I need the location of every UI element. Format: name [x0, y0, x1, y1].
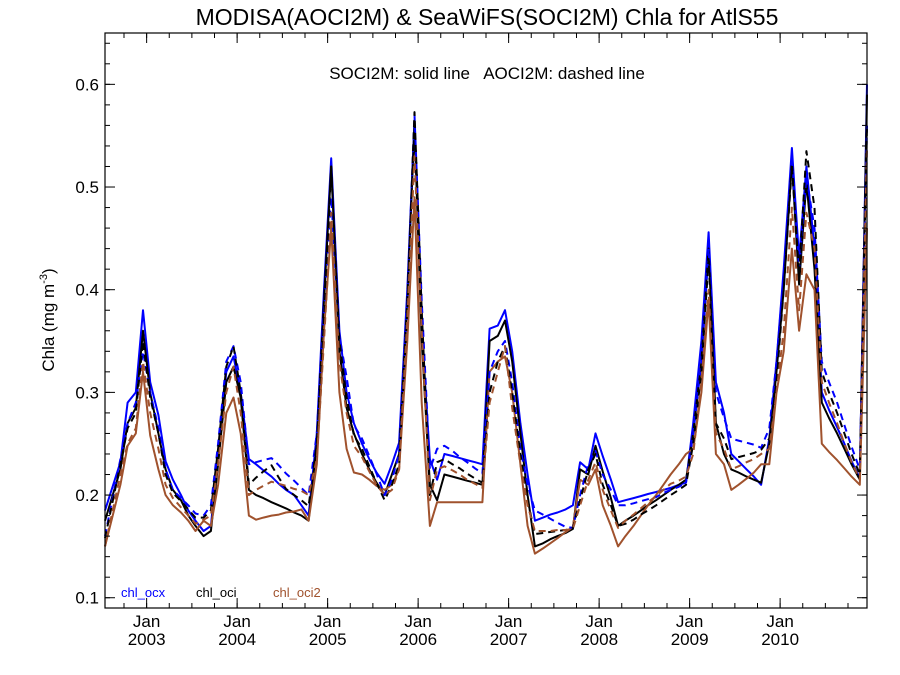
series-line-chl_oci-solid — [104, 94, 868, 548]
y-axis-label-text: Chla (mg m — [39, 284, 58, 372]
line-style-annotation: SOCI2M: solid line AOCI2M: dashed line — [329, 64, 645, 83]
axis-ticks: 0.10.20.30.40.50.6Jan2003Jan2004Jan2005J… — [75, 33, 867, 649]
legend-label-chl_oci2: chl_oci2 — [273, 585, 321, 600]
legend: chl_ocx chl_oci chl_oci2 — [121, 585, 321, 600]
x-tick-month-label: Jan — [676, 612, 703, 631]
y-tick-label: 0.2 — [75, 486, 99, 505]
y-axis-label: Chla (mg m-3) — [38, 268, 58, 371]
y-tick-label: 0.4 — [75, 281, 99, 300]
y-tick-label: 0.3 — [75, 383, 99, 402]
x-tick-year-label: 2007 — [490, 630, 528, 649]
plot-frame — [104, 32, 868, 609]
series-line-chl_ocx-dashed — [104, 114, 868, 537]
y-axis-label-superscript: -3 — [38, 274, 50, 284]
x-tick-year-label: 2006 — [399, 630, 437, 649]
x-tick-year-label: 2005 — [309, 630, 347, 649]
plot-area: 0.10.20.30.40.50.6Jan2003Jan2004Jan2005J… — [75, 32, 868, 649]
x-tick-year-label: 2003 — [128, 630, 166, 649]
series-line-chl_oci2-solid — [104, 196, 868, 555]
legend-label-chl_oci: chl_oci — [196, 585, 237, 600]
chart-title: MODISA(AOCI2M) & SeaWiFS(SOCI2M) Chla fo… — [196, 4, 779, 30]
x-tick-month-label: Jan — [223, 612, 250, 631]
series-line-chl_ocx-solid — [104, 84, 868, 532]
x-tick-month-label: Jan — [314, 612, 341, 631]
series-line-chl_oci2-dashed — [104, 145, 868, 547]
legend-label-chl_ocx: chl_ocx — [121, 585, 166, 600]
x-tick-year-label: 2009 — [671, 630, 709, 649]
series-line-chl_oci-dashed — [104, 111, 868, 539]
y-tick-label: 0.6 — [75, 75, 99, 94]
x-tick-month-label: Jan — [133, 612, 160, 631]
x-tick-year-label: 2008 — [580, 630, 618, 649]
x-tick-year-label: 2004 — [218, 630, 256, 649]
x-tick-month-label: Jan — [766, 612, 793, 631]
x-tick-month-label: Jan — [404, 612, 431, 631]
x-tick-year-label: 2010 — [761, 630, 799, 649]
y-axis-label-close: ) — [39, 268, 58, 274]
svg-text:Chla (mg m-3): Chla (mg m-3) — [38, 268, 58, 371]
x-tick-month-label: Jan — [585, 612, 612, 631]
y-tick-label: 0.1 — [75, 589, 99, 608]
y-tick-label: 0.5 — [75, 178, 99, 197]
x-tick-month-label: Jan — [495, 612, 522, 631]
series-layer — [104, 84, 868, 555]
